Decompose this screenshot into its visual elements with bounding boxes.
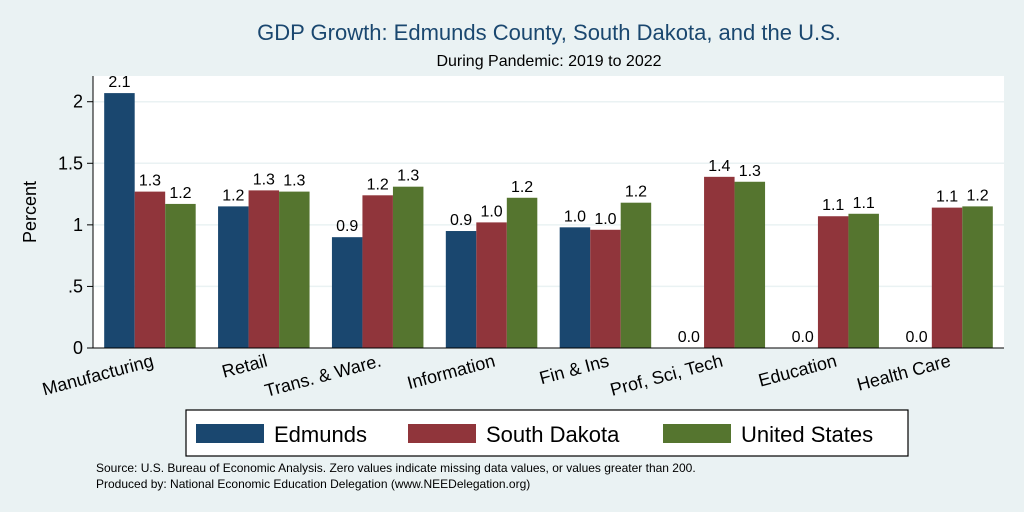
data-label: 1.1	[822, 197, 844, 214]
bar-edmunds	[559, 227, 591, 348]
source-note: Source: U.S. Bureau of Economic Analysis…	[96, 461, 696, 475]
legend-box	[185, 409, 909, 457]
data-label: 1.2	[222, 187, 244, 204]
bar-south-dakota	[362, 195, 393, 348]
data-labels-group: 2.1 1.3 1.2 1.2 1.3 1.3 0.9 1.2 1.3 0.9 1.0 1.2 1.0 1…	[108, 74, 988, 346]
bar-united-states	[848, 213, 879, 348]
x-tick-label: Information	[405, 351, 497, 394]
x-tick-label: Manufacturing	[40, 351, 155, 400]
data-label: 0.9	[336, 218, 358, 235]
legend-label: United States	[741, 422, 873, 447]
data-label: 1.4	[708, 158, 730, 175]
bar-south-dakota	[476, 222, 507, 348]
bar-south-dakota	[704, 176, 735, 348]
x-tick-label: Retail	[220, 351, 270, 382]
y-tick-label: 1	[73, 215, 83, 235]
bar-edmunds	[331, 237, 363, 348]
x-tick-label: Health Care	[855, 351, 953, 395]
data-label: 1.1	[853, 195, 875, 212]
data-label: 0.0	[792, 329, 814, 346]
bar-edmunds	[218, 206, 249, 348]
data-label: 1.3	[397, 168, 419, 185]
data-label: 1.3	[739, 163, 761, 180]
data-label: 0.9	[450, 212, 472, 229]
bar-edmunds	[104, 93, 135, 348]
legend-swatch	[196, 424, 264, 443]
data-label: 1.3	[253, 171, 275, 188]
bars-group	[104, 93, 993, 348]
data-label: 1.1	[936, 189, 958, 206]
x-tick-label: Prof, Sci, Tech	[608, 351, 725, 400]
y-tick-label: .5	[68, 276, 83, 296]
produced-by-note: Produced by: National Economic Education…	[96, 477, 530, 491]
data-label: 2.1	[108, 74, 130, 91]
data-label: 1.0	[564, 208, 586, 225]
data-label: 0.0	[905, 329, 927, 346]
data-label: 1.2	[966, 187, 988, 204]
bar-south-dakota	[931, 207, 963, 348]
data-label: 1.0	[480, 203, 502, 220]
y-axis: 0 .5 1 1.5 2	[58, 76, 94, 358]
data-label: 1.2	[169, 185, 191, 202]
x-tick-label: Trans. & Ware.	[262, 351, 383, 401]
chart-title: GDP Growth: Edmunds County, South Dakota…	[257, 20, 841, 45]
y-tick-label: 0	[73, 338, 83, 358]
bar-south-dakota	[590, 229, 621, 348]
x-tick-label: Fin & Ins	[537, 351, 611, 389]
legend-swatch	[408, 424, 476, 443]
bar-edmunds	[445, 231, 477, 348]
data-label: 1.3	[139, 173, 161, 190]
legend: Edmunds South Dakota United States	[196, 422, 873, 447]
legend-label: South Dakota	[486, 422, 620, 447]
data-label: 1.2	[367, 176, 389, 193]
data-label: 1.2	[625, 184, 647, 201]
bar-united-states	[279, 191, 310, 348]
y-axis-label: Percent	[20, 181, 40, 243]
y-tick-label: 1.5	[58, 153, 83, 173]
bar-united-states	[165, 203, 196, 348]
data-label: 1.3	[283, 173, 305, 190]
data-label: 1.2	[511, 179, 533, 196]
bar-united-states	[620, 202, 652, 348]
bar-united-states	[392, 186, 424, 348]
bar-united-states	[506, 197, 538, 348]
legend-label: Edmunds	[274, 422, 367, 447]
bar-united-states	[962, 206, 993, 348]
y-tick-label: 2	[73, 92, 83, 112]
bar-united-states	[734, 181, 766, 348]
legend-swatch	[663, 424, 731, 443]
data-label: 1.0	[594, 211, 616, 228]
x-tick-label: Education	[756, 351, 839, 391]
chart-subtitle: During Pandemic: 2019 to 2022	[436, 53, 661, 70]
data-label: 0.0	[678, 329, 700, 346]
bar-south-dakota	[817, 216, 849, 348]
bar-south-dakota	[134, 191, 166, 348]
bar-south-dakota	[248, 190, 280, 348]
